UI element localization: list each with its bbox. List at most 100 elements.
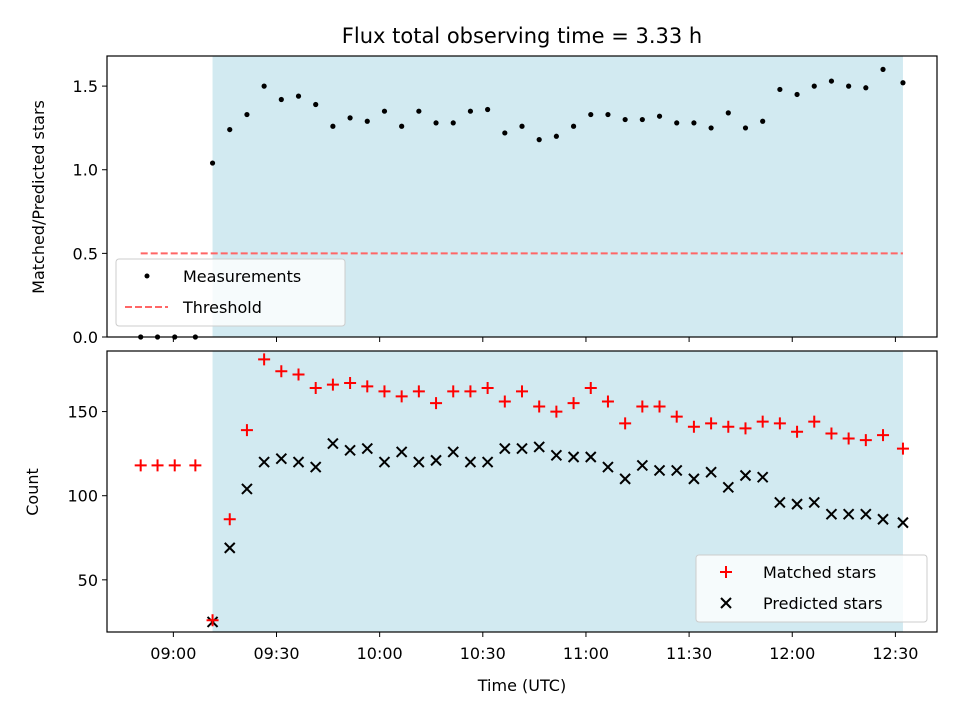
ratio-point bbox=[674, 120, 680, 126]
predicted-point bbox=[464, 456, 477, 468]
matched-point bbox=[739, 422, 752, 435]
predicted-point bbox=[327, 437, 339, 450]
matched-point bbox=[567, 397, 580, 410]
predicted-point bbox=[447, 446, 459, 458]
ratio-point bbox=[502, 130, 508, 136]
ratio-point bbox=[760, 118, 766, 124]
matched-point bbox=[378, 385, 391, 398]
ratio-point bbox=[691, 120, 697, 126]
predicted-point bbox=[533, 441, 545, 453]
matched-point bbox=[206, 614, 219, 627]
x-tick-label: 12:30 bbox=[872, 644, 918, 663]
ratio-point bbox=[742, 125, 749, 131]
bottom-ytick-label: 150 bbox=[67, 403, 98, 422]
predicted-point bbox=[292, 456, 305, 468]
ratio-point bbox=[622, 116, 628, 123]
matched-point bbox=[344, 376, 357, 389]
matched-point bbox=[859, 434, 872, 447]
bottom-legend-box bbox=[695, 554, 928, 623]
matched-point bbox=[722, 420, 735, 433]
legend-predicted-label: Predicted stars bbox=[763, 594, 883, 613]
matched-point bbox=[653, 400, 666, 413]
x-axis-label: Time (UTC) bbox=[477, 676, 566, 695]
top-legend-box bbox=[115, 258, 346, 327]
predicted-point bbox=[224, 542, 236, 554]
legend-measurements-marker bbox=[144, 273, 150, 279]
x-tick-label: 11:00 bbox=[563, 644, 609, 663]
matched-point bbox=[670, 410, 683, 423]
matched-point bbox=[258, 353, 271, 366]
matched-point bbox=[791, 425, 804, 438]
ratio-point bbox=[725, 110, 731, 116]
top-ytick-label: 1.5 bbox=[73, 77, 98, 96]
ratio-point bbox=[846, 83, 852, 89]
ratio-point bbox=[811, 83, 817, 89]
matched-point bbox=[516, 385, 528, 398]
predicted-point bbox=[653, 464, 666, 477]
matched-point bbox=[773, 417, 786, 430]
ratio-point bbox=[519, 123, 525, 129]
ratio-point bbox=[485, 106, 491, 113]
ratio-point bbox=[880, 66, 886, 72]
ratio-point bbox=[295, 93, 302, 99]
top-frame bbox=[106, 55, 938, 338]
ratio-point bbox=[313, 101, 319, 108]
ratio-point bbox=[900, 80, 906, 86]
top-ytick-label: 0.0 bbox=[73, 328, 98, 347]
ratio-point bbox=[863, 85, 869, 91]
matched-point bbox=[636, 400, 649, 413]
bottom-ytick-label: 100 bbox=[67, 487, 98, 506]
top-ylabel: Matched/Predicted stars bbox=[29, 100, 48, 294]
ratio-point bbox=[347, 115, 353, 121]
predicted-point bbox=[756, 471, 769, 483]
predicted-point bbox=[705, 466, 717, 478]
top-panel: 0.0 0.5 1.0 1.5 Matched/Predicted stars Mea… bbox=[29, 55, 938, 347]
legend-predicted-marker bbox=[720, 597, 732, 609]
matched-point bbox=[168, 459, 181, 472]
matched-point bbox=[825, 427, 838, 440]
predicted-point bbox=[361, 442, 373, 455]
matched-point bbox=[877, 429, 890, 442]
predicted-point bbox=[275, 452, 288, 465]
ratio-point bbox=[209, 160, 216, 166]
matched-point bbox=[223, 513, 236, 526]
ratio-point bbox=[227, 126, 233, 133]
x-tick-label: 10:00 bbox=[357, 644, 403, 663]
predicted-point bbox=[481, 456, 494, 468]
matched-point bbox=[619, 417, 632, 430]
ratio-point bbox=[450, 120, 456, 126]
bottom-frame bbox=[106, 350, 938, 633]
predicted-point bbox=[378, 456, 391, 468]
matched-point bbox=[687, 420, 700, 433]
matched-point bbox=[361, 380, 374, 393]
ratio-point bbox=[399, 123, 405, 129]
predicted-point bbox=[877, 513, 889, 525]
matched-point bbox=[412, 385, 425, 398]
predicted-point bbox=[430, 454, 442, 467]
legend-matched-marker bbox=[720, 566, 732, 578]
predicted-point bbox=[688, 473, 700, 485]
matched-point bbox=[189, 459, 202, 472]
matched-point bbox=[481, 382, 494, 395]
predicted-point bbox=[241, 483, 253, 495]
ratio-point bbox=[244, 111, 250, 118]
ratio-point bbox=[364, 118, 370, 124]
ratio-point bbox=[639, 116, 645, 123]
x-tick-label: 09:00 bbox=[150, 644, 196, 663]
matched-point bbox=[756, 415, 769, 428]
top-ytick-label: 1.0 bbox=[73, 161, 98, 180]
predicted-point bbox=[602, 461, 614, 473]
ratio-point bbox=[828, 78, 835, 84]
predicted-point bbox=[739, 469, 752, 482]
ratio-point bbox=[588, 111, 594, 118]
matched-point bbox=[326, 378, 339, 391]
predicted-point bbox=[585, 451, 597, 463]
ratio-point bbox=[381, 108, 388, 114]
ratio-point bbox=[794, 91, 800, 98]
matched-point bbox=[134, 459, 147, 472]
predicted-point bbox=[636, 459, 649, 472]
matched-point bbox=[896, 442, 909, 455]
matched-point bbox=[151, 459, 164, 472]
top-ytick-label: 0.5 bbox=[73, 244, 98, 263]
